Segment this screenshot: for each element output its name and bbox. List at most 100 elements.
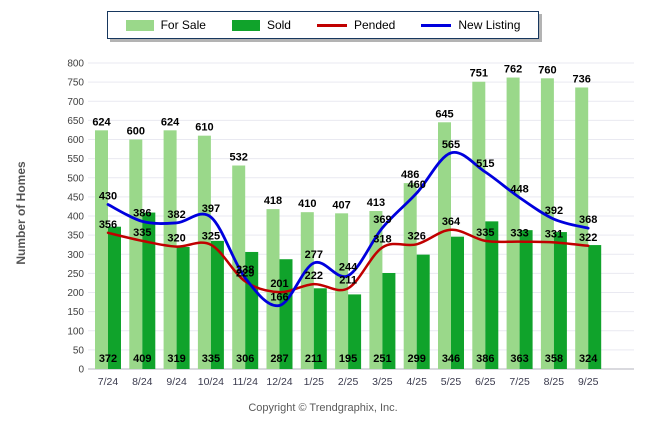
sold-value-label: 299 (408, 353, 426, 365)
bar-for-sale (403, 183, 417, 369)
legend-item-pended: Pended (316, 18, 395, 32)
new-listing-value-label: 430 (99, 191, 117, 203)
bar-for-sale (163, 130, 177, 369)
x-tick-label: 9/25 (578, 376, 599, 388)
bar-for-sale (300, 212, 314, 369)
bar-for-sale (266, 209, 280, 369)
new-listing-value-label: 386 (133, 207, 151, 219)
pended-value-label: 326 (408, 230, 426, 242)
y-tick-label: 250 (67, 269, 84, 280)
y-tick-label: 50 (73, 345, 85, 356)
y-tick-label: 450 (67, 192, 84, 203)
legend-item-for-sale: For Sale (125, 18, 206, 32)
copyright-text: Copyright © Trendgraphix, Inc. (248, 402, 398, 414)
bar-for-sale (438, 122, 451, 369)
pended-swatch (316, 23, 347, 27)
y-tick-label: 400 (67, 212, 84, 223)
bar-sold (382, 272, 396, 369)
pended-value-label: 222 (305, 270, 323, 282)
bar-sold (142, 212, 156, 369)
pended-value-label: 356 (99, 219, 117, 231)
pended-value-label: 201 (270, 278, 288, 290)
pended-value-label: 318 (373, 233, 391, 245)
bar-sold (210, 240, 224, 369)
pended-value-label: 325 (202, 231, 220, 243)
x-tick-label: 10/24 (198, 376, 224, 388)
bar-sold (553, 232, 567, 369)
sold-value-label: 409 (133, 353, 151, 365)
new-listing-value-label: 448 (510, 184, 528, 196)
sold-value-label: 386 (476, 353, 494, 365)
pended-value-label: 331 (545, 228, 563, 240)
new-listing-value-label: 392 (545, 205, 563, 217)
bar-sold (348, 294, 362, 369)
legend-label-for-sale: For Sale (160, 18, 206, 32)
pended-value-label: 229 (236, 267, 254, 279)
x-tick-label: 12/24 (266, 376, 292, 388)
x-tick-label: 7/24 (98, 376, 119, 388)
sold-value-label: 358 (545, 353, 563, 365)
legend: For Sale Sold Pended New Listing (106, 11, 540, 39)
sold-value-label: 251 (373, 353, 391, 365)
new-listing-value-label: 515 (476, 158, 494, 170)
sold-value-label: 287 (270, 353, 288, 365)
pended-value-label: 211 (339, 274, 357, 286)
x-tick-label: 6/25 (475, 376, 496, 388)
line-new-listing (106, 151, 590, 308)
x-tick-label: 9/24 (166, 376, 187, 388)
x-tick-label: 5/25 (441, 376, 462, 388)
y-tick-label: 200 (67, 288, 84, 299)
sold-value-label: 211 (305, 353, 323, 365)
new-listing-value-label: 369 (373, 214, 391, 226)
pended-value-label: 335 (133, 227, 151, 239)
for-sale-swatch (125, 19, 154, 31)
new-listing-value-label: 397 (202, 203, 220, 215)
y-tick-label: 350 (67, 231, 84, 242)
pended-value-label: 335 (476, 227, 494, 239)
for-sale-value-label: 762 (504, 64, 522, 76)
legend-label-sold: Sold (266, 18, 291, 32)
new-listing-swatch (421, 23, 452, 27)
for-sale-value-label: 645 (435, 108, 453, 120)
pended-value-label: 320 (167, 233, 185, 245)
y-tick-label: 550 (67, 154, 84, 165)
y-tick-label: 800 (67, 59, 84, 70)
bar-sold (588, 245, 602, 369)
x-tick-label: 8/25 (544, 376, 565, 388)
line-pended (106, 228, 590, 294)
sold-value-label: 372 (99, 353, 117, 365)
legend-item-new-listing: New Listing (421, 18, 520, 32)
bar-for-sale (197, 135, 211, 369)
for-sale-value-label: 418 (264, 195, 282, 207)
for-sale-value-label: 736 (573, 73, 591, 85)
sold-value-label: 306 (236, 353, 254, 365)
y-tick-label: 700 (67, 97, 84, 108)
y-tick-label: 500 (67, 173, 84, 184)
bar-sold (313, 288, 327, 369)
x-tick-label: 11/24 (232, 376, 258, 388)
x-tick-label: 3/25 (372, 376, 393, 388)
y-tick-label: 600 (67, 135, 84, 146)
for-sale-value-label: 624 (92, 116, 111, 128)
for-sale-value-label: 760 (538, 64, 556, 76)
pended-value-label: 333 (510, 228, 528, 240)
y-tick-label: 650 (67, 116, 84, 127)
x-tick-label: 4/25 (406, 376, 427, 388)
sold-value-label: 363 (510, 353, 528, 365)
sold-value-label: 319 (167, 353, 185, 365)
for-sale-value-label: 624 (161, 116, 180, 128)
new-listing-value-label: 277 (305, 249, 323, 261)
bar-sold (108, 226, 121, 369)
bar-for-sale (506, 77, 520, 369)
bar-sold (485, 221, 499, 369)
for-sale-value-label: 407 (332, 199, 350, 211)
for-sale-value-label: 532 (230, 152, 248, 164)
new-listing-value-label: 238 (236, 264, 254, 276)
bar-sold (451, 236, 464, 369)
y-axis-title: Number of Homes (14, 161, 28, 265)
for-sale-value-label: 486 (401, 169, 419, 181)
for-sale-value-label: 600 (127, 126, 145, 138)
bar-sold (279, 259, 293, 369)
y-tick-label: 0 (78, 365, 84, 376)
